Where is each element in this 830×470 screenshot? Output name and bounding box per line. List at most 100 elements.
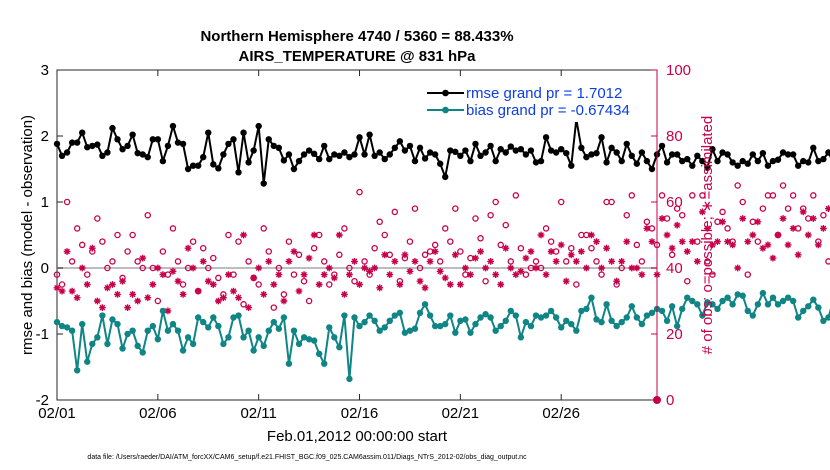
possible-point <box>623 211 630 219</box>
bias-point <box>517 334 525 341</box>
assimilated-point <box>507 264 515 272</box>
bias-point <box>663 317 671 324</box>
rmse-point <box>603 159 610 166</box>
bias-point <box>759 289 767 297</box>
rmse-point <box>94 141 101 148</box>
possible-point <box>84 271 91 278</box>
assimilated-point <box>214 297 222 305</box>
possible-point <box>189 238 197 245</box>
rmse-point <box>779 149 787 156</box>
possible-point <box>270 304 278 311</box>
bias-point <box>290 327 298 334</box>
bias-point <box>94 334 101 341</box>
assimilated-point <box>124 304 131 311</box>
rmse-point <box>189 162 197 169</box>
bias-point <box>184 334 192 341</box>
rmse-point <box>315 155 323 163</box>
assimilated-point <box>482 264 489 272</box>
assimilated-point <box>335 231 343 239</box>
possible-point <box>628 192 636 199</box>
possible-point <box>58 281 66 288</box>
possible-point <box>734 182 741 189</box>
possible-point <box>739 198 746 206</box>
assimilated-point <box>93 297 101 305</box>
rmse-point <box>220 151 227 158</box>
possible-point <box>754 238 762 245</box>
bias-point <box>603 301 610 308</box>
rmse-point <box>406 142 414 150</box>
bias-point <box>684 294 691 301</box>
assimilated-point <box>401 251 409 259</box>
possible-point <box>502 221 509 229</box>
bias-point <box>815 304 822 311</box>
assimilated-point <box>567 251 575 259</box>
rmse-point <box>628 152 635 159</box>
rmse-point <box>517 146 525 153</box>
rmse-point <box>598 134 605 141</box>
assimilated-point <box>572 258 580 265</box>
assimilated-point <box>250 274 258 282</box>
bias-point <box>568 320 575 328</box>
y-tick-label-left: -1 <box>36 326 49 343</box>
bias-point <box>300 334 308 341</box>
x-tick-label: 02/01 <box>38 405 76 422</box>
bias-point <box>638 320 646 328</box>
possible-point <box>114 231 121 239</box>
legend-rmse-marker <box>442 89 449 97</box>
assimilated-point <box>270 281 278 288</box>
plot-area <box>56 69 658 401</box>
assimilated-point <box>431 248 439 255</box>
bias-point <box>512 312 520 319</box>
rmse-point <box>341 149 348 156</box>
rmse-point <box>436 160 444 167</box>
bias-point <box>68 327 76 334</box>
rmse-point <box>729 159 736 166</box>
assimilated-point <box>139 254 147 262</box>
assimilated-point <box>678 238 686 245</box>
possible-point <box>320 258 328 265</box>
assimilated-point <box>320 271 328 278</box>
bias-point <box>542 312 550 319</box>
bias-point <box>648 309 656 317</box>
rmse-point <box>754 157 762 165</box>
rmse-point <box>79 129 86 136</box>
rmse-point <box>99 152 106 159</box>
possible-point <box>275 264 283 272</box>
possible-point <box>588 244 595 252</box>
bias-point <box>331 334 338 341</box>
assimilated-point <box>648 238 656 245</box>
bias-point <box>658 307 666 315</box>
rmse-point <box>558 146 565 153</box>
legend-bias-label: bias grand pr = -0.67434 <box>466 102 630 119</box>
possible-point <box>361 258 368 265</box>
rmse-point <box>800 157 807 165</box>
bias-point <box>547 307 555 315</box>
bias-point <box>315 350 323 357</box>
rmse-point <box>250 147 257 154</box>
bias-point <box>552 314 560 321</box>
bias-point <box>406 327 414 334</box>
assimilated-point <box>386 271 394 278</box>
rmse-point <box>442 173 449 181</box>
bias-point <box>391 312 399 319</box>
rmse-point <box>825 149 830 156</box>
rmse-point <box>416 144 424 152</box>
bias-point <box>477 314 484 321</box>
bias-point <box>714 305 721 313</box>
rmse-point <box>265 136 272 143</box>
assimilated-point <box>114 291 121 298</box>
assimilated-point <box>683 248 691 255</box>
assimilated-point <box>58 287 66 295</box>
possible-point <box>381 231 388 239</box>
possible-point <box>199 244 207 252</box>
assimilated-point <box>688 238 696 245</box>
assimilated-point <box>532 264 540 272</box>
assimilated-point <box>764 241 772 249</box>
bias-point <box>189 340 197 348</box>
rmse-point <box>431 151 439 158</box>
axes: -2 -1 0 1 2 3 0 20 40 60 80 100 02/01 02/06 02/11 02/16… <box>36 62 691 422</box>
assimilated-point <box>502 244 510 252</box>
legend-box <box>424 78 652 122</box>
assimilated-point <box>361 264 368 272</box>
assimilated-point <box>517 267 525 275</box>
